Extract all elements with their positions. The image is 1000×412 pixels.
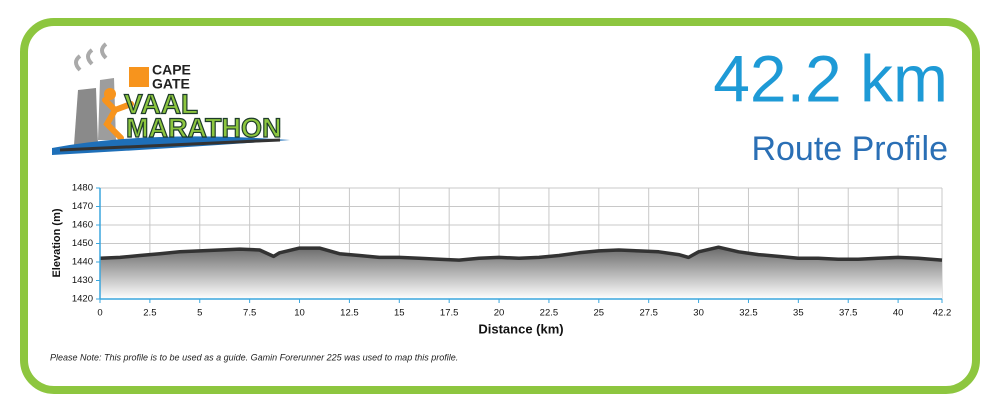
x-tick-label: 35	[793, 308, 804, 319]
distance-title: 42.2 km	[713, 41, 948, 115]
x-tick-label: 0	[97, 308, 102, 319]
x-tick-label: 30	[693, 308, 704, 319]
logo-text: VAAL	[124, 88, 198, 119]
subtitle: Route Profile	[751, 130, 948, 168]
note: Please Note: This profile is to be used …	[50, 352, 458, 362]
y-tick-label: 1460	[72, 220, 93, 231]
logo-text: CAPE	[152, 62, 191, 78]
y-tick-label: 1430	[72, 275, 93, 286]
y-tick-label: 1420	[72, 294, 93, 305]
y-tick-label: 1480	[72, 183, 93, 194]
y-tick-label: 1450	[72, 238, 93, 249]
x-tick-label: 32.5	[739, 308, 758, 319]
x-tick-label: 5	[197, 308, 202, 319]
x-tick-label: 27.5	[639, 308, 658, 319]
logo	[52, 42, 290, 155]
x-tick-label: 37.5	[839, 308, 858, 319]
x-tick-label: 20	[494, 308, 505, 319]
x-tick-label: 40	[893, 308, 904, 319]
elevation-area	[100, 247, 942, 299]
x-tick-label: 42.2	[933, 308, 952, 319]
y-tick-label: 1470	[72, 201, 93, 212]
logo-text: GATE	[152, 76, 190, 92]
x-tick-label: 25	[594, 308, 605, 319]
x-axis-label: Distance (km)	[478, 321, 563, 336]
elevation-line	[99, 245, 943, 262]
x-tick-label: 17.5	[440, 308, 459, 319]
logo-text: MARATHON	[126, 113, 281, 143]
x-tick-label: 7.5	[243, 308, 256, 319]
x-tick-label: 2.5	[143, 308, 156, 319]
y-tick-label: 1440	[72, 257, 93, 268]
y-axis-label: Elevation (m)	[51, 208, 63, 277]
x-tick-label: 15	[394, 308, 405, 319]
x-tick-label: 10	[294, 308, 305, 319]
x-tick-label: 12.5	[340, 308, 359, 319]
x-tick-label: 22.5	[540, 308, 559, 319]
